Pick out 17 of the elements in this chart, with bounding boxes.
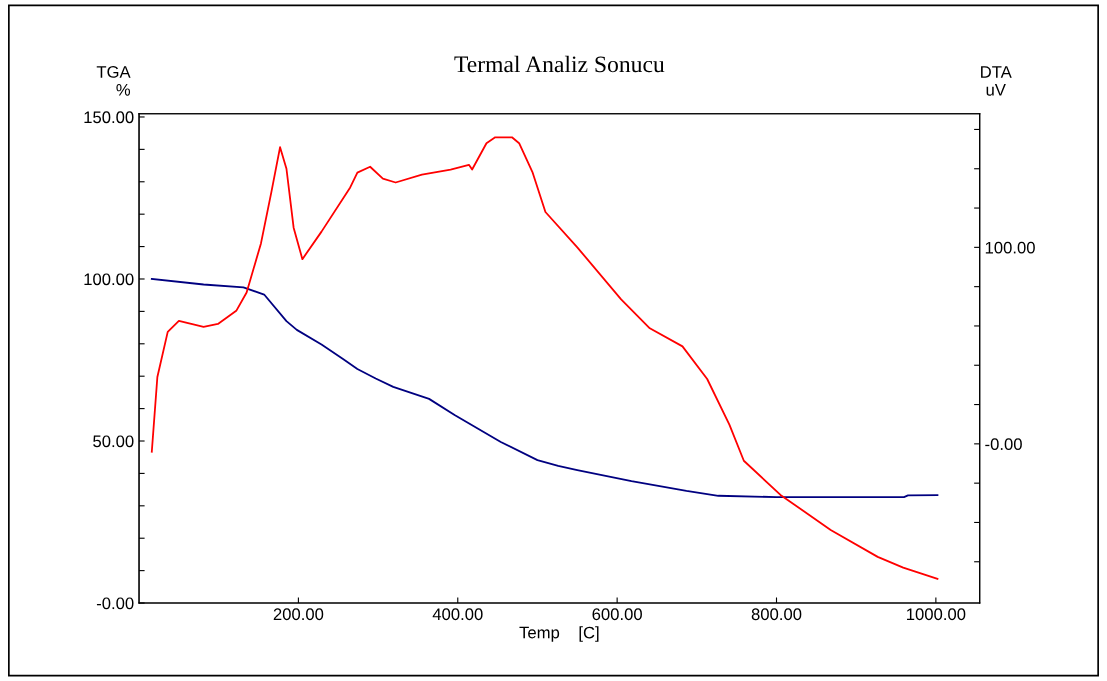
x-tick-label: 800.00 [751,608,802,621]
x-tick-label: 200.00 [273,608,324,621]
y-tick-label: 150.00 [84,111,134,124]
y2-tick-label: 100.00 [985,241,1035,254]
y2-tick-label: -0.00 [985,438,1022,451]
y-axis-title: TGA % [96,66,131,96]
x-tick-label: 1000.00 [907,608,966,621]
y-tick-label: 100.00 [84,273,134,286]
x-tick-label: 600.00 [592,608,642,621]
chart-title: Termal Analiz Sonucu [454,55,665,73]
y-tick-label: -0.00 [96,597,134,610]
x-tick-label: 400.00 [432,608,483,621]
line-series [150,136,939,580]
line-series [150,278,939,498]
y-tick-label: 50.00 [93,435,134,448]
y2-axis-title: DTA uV [981,66,1012,96]
x-axis-title: Temp [C] [519,626,599,642]
